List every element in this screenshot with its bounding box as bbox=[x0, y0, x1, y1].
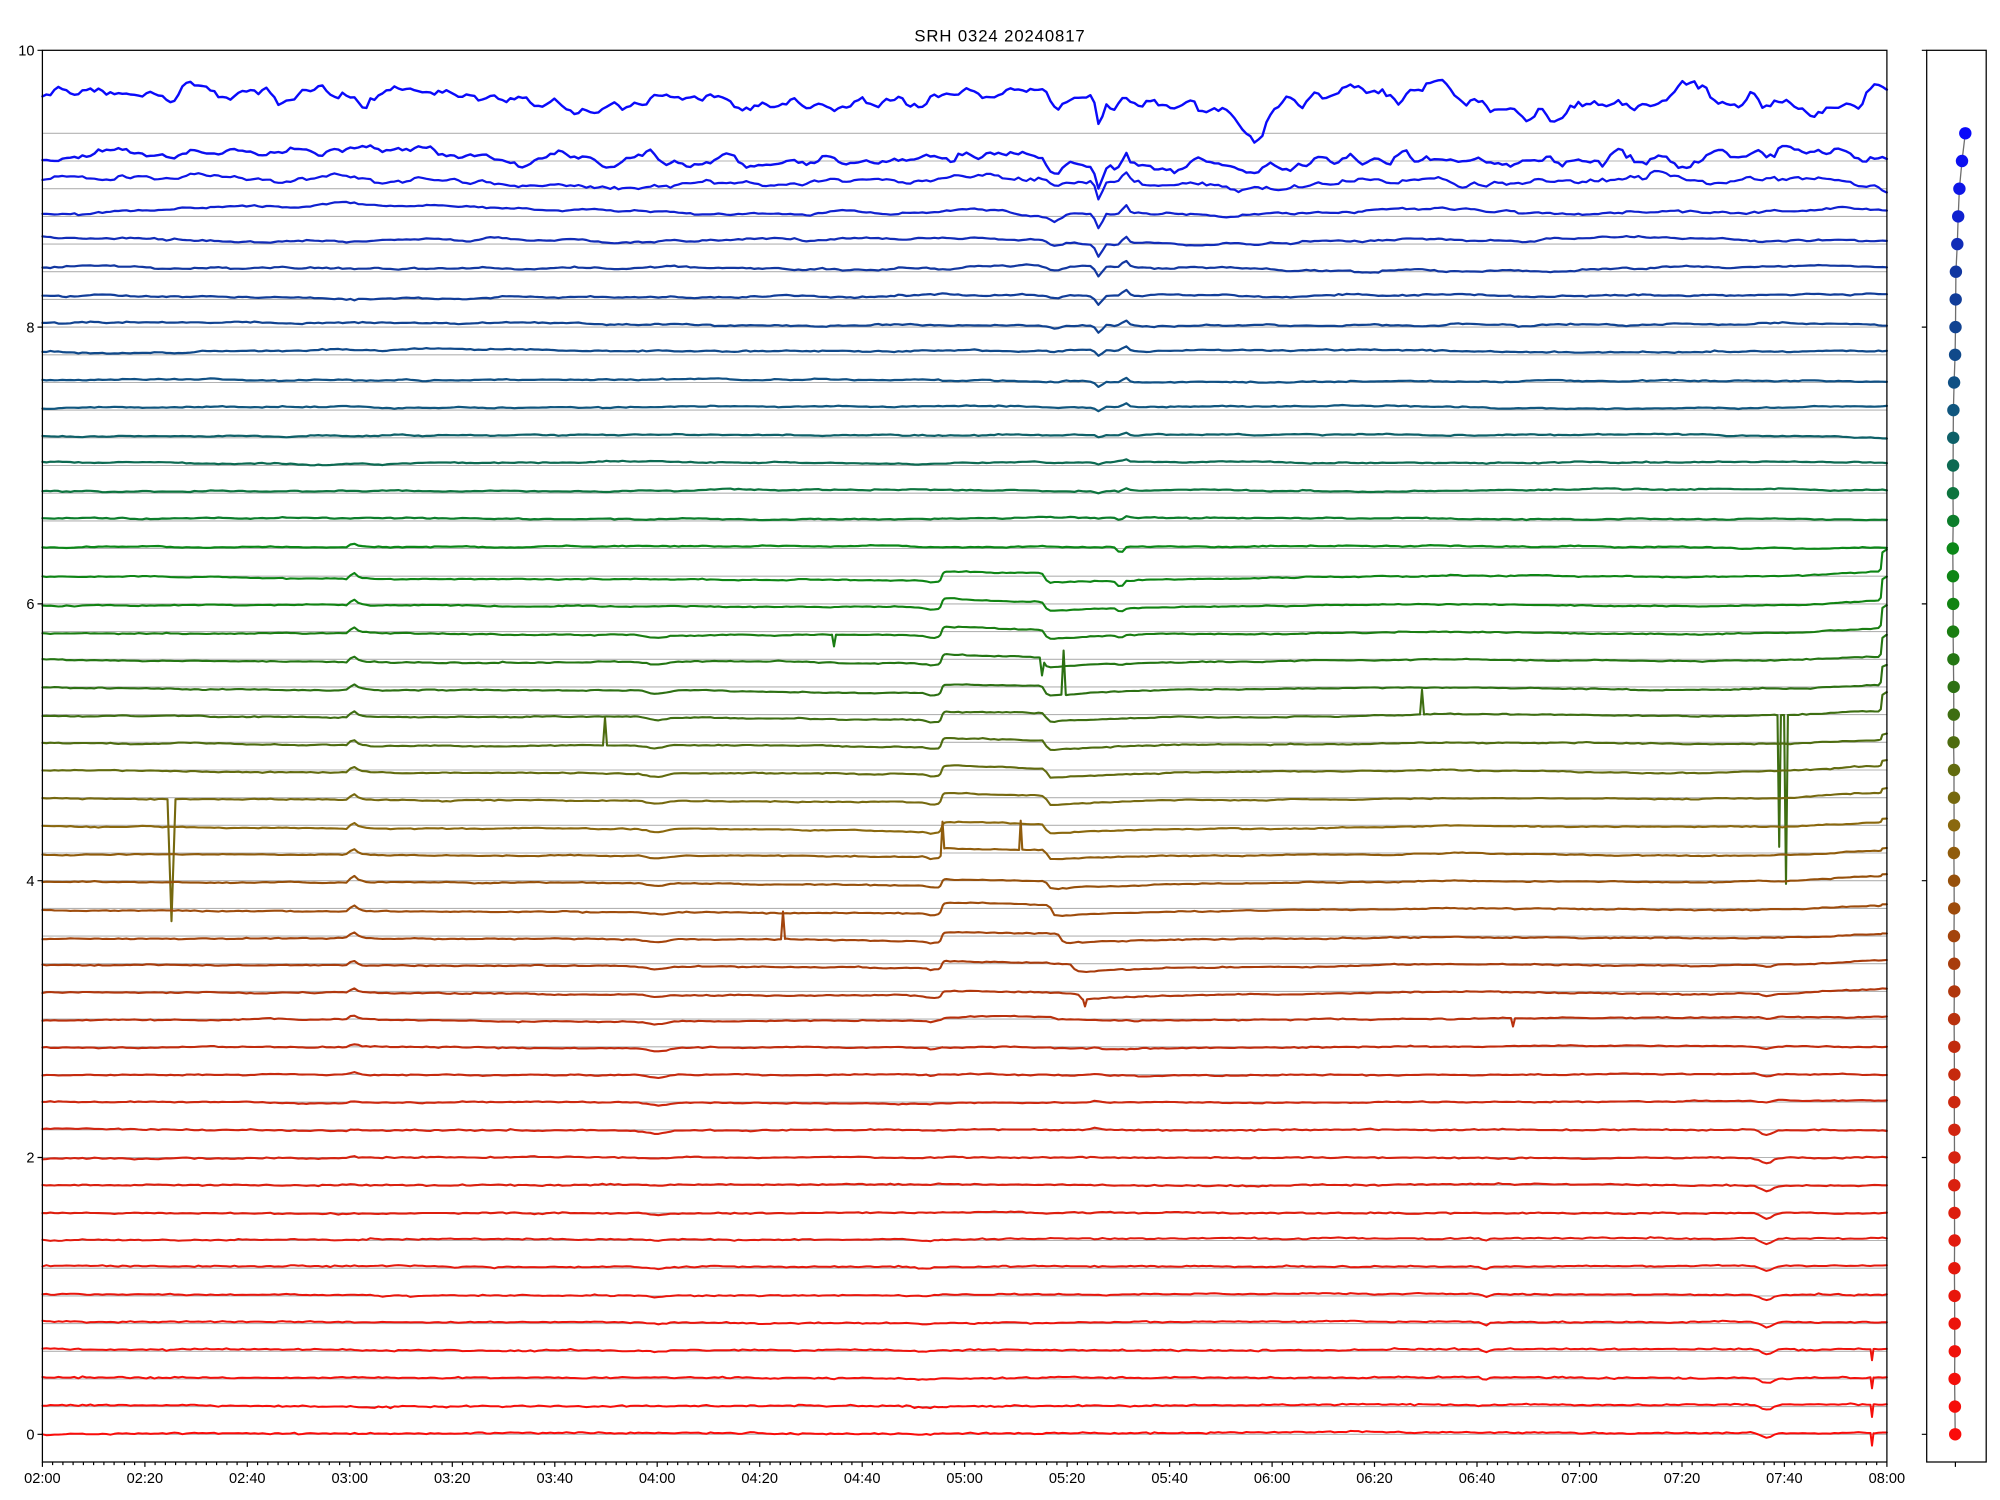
svg-text:04:40: 04:40 bbox=[844, 1471, 881, 1487]
svg-text:05:40: 05:40 bbox=[1151, 1471, 1188, 1487]
svg-text:03:40: 03:40 bbox=[537, 1471, 574, 1487]
svg-text:07:00: 07:00 bbox=[1561, 1471, 1598, 1487]
svg-text:03:00: 03:00 bbox=[332, 1471, 369, 1487]
svg-text:6: 6 bbox=[26, 597, 34, 613]
svg-text:0: 0 bbox=[26, 1428, 34, 1444]
svg-text:4: 4 bbox=[26, 874, 34, 890]
svg-text:06:20: 06:20 bbox=[1356, 1471, 1393, 1487]
svg-text:06:40: 06:40 bbox=[1459, 1471, 1496, 1487]
svg-text:05:00: 05:00 bbox=[946, 1471, 983, 1487]
svg-text:2: 2 bbox=[26, 1151, 34, 1167]
svg-text:04:20: 04:20 bbox=[741, 1471, 778, 1487]
svg-text:08:00: 08:00 bbox=[1869, 1471, 1906, 1487]
svg-text:07:20: 07:20 bbox=[1664, 1471, 1701, 1487]
svg-text:06:00: 06:00 bbox=[1254, 1471, 1291, 1487]
svg-text:03:20: 03:20 bbox=[434, 1471, 471, 1487]
svg-text:04:00: 04:00 bbox=[639, 1471, 676, 1487]
svg-text:02:40: 02:40 bbox=[229, 1471, 266, 1487]
svg-text:07:40: 07:40 bbox=[1766, 1471, 1803, 1487]
svg-text:02:00: 02:00 bbox=[24, 1471, 61, 1487]
svg-text:8: 8 bbox=[26, 320, 34, 336]
svg-text:02:20: 02:20 bbox=[127, 1471, 164, 1487]
svg-text:05:20: 05:20 bbox=[1049, 1471, 1086, 1487]
svg-text:SRH 0324 20240817: SRH 0324 20240817 bbox=[914, 27, 1085, 46]
svg-text:10: 10 bbox=[18, 44, 34, 60]
